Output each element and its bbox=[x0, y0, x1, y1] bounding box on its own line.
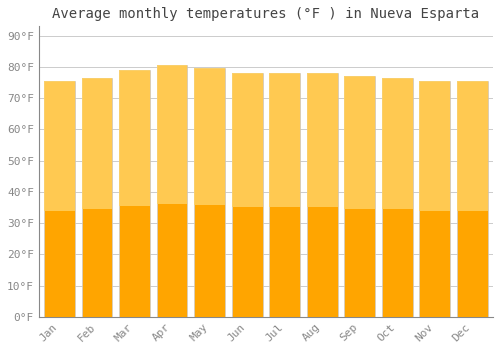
Bar bbox=[457, 81, 488, 317]
Bar bbox=[156, 65, 188, 204]
Bar bbox=[82, 78, 112, 317]
Bar bbox=[270, 73, 300, 207]
Bar bbox=[44, 81, 75, 317]
Bar bbox=[156, 65, 188, 317]
Bar bbox=[420, 81, 450, 211]
Bar bbox=[44, 81, 75, 211]
Bar bbox=[307, 73, 338, 317]
Bar bbox=[232, 73, 262, 317]
Bar bbox=[382, 78, 412, 317]
Bar bbox=[194, 69, 225, 205]
Bar bbox=[82, 78, 112, 209]
Title: Average monthly temperatures (°F ) in Nueva Esparta: Average monthly temperatures (°F ) in Nu… bbox=[52, 7, 480, 21]
Bar bbox=[382, 78, 412, 209]
Bar bbox=[344, 76, 375, 317]
Bar bbox=[344, 76, 375, 209]
Bar bbox=[194, 69, 225, 317]
Bar bbox=[420, 81, 450, 317]
Bar bbox=[457, 81, 488, 211]
Bar bbox=[119, 70, 150, 317]
Bar bbox=[232, 73, 262, 207]
Bar bbox=[119, 70, 150, 206]
Bar bbox=[270, 73, 300, 317]
Bar bbox=[307, 73, 338, 207]
